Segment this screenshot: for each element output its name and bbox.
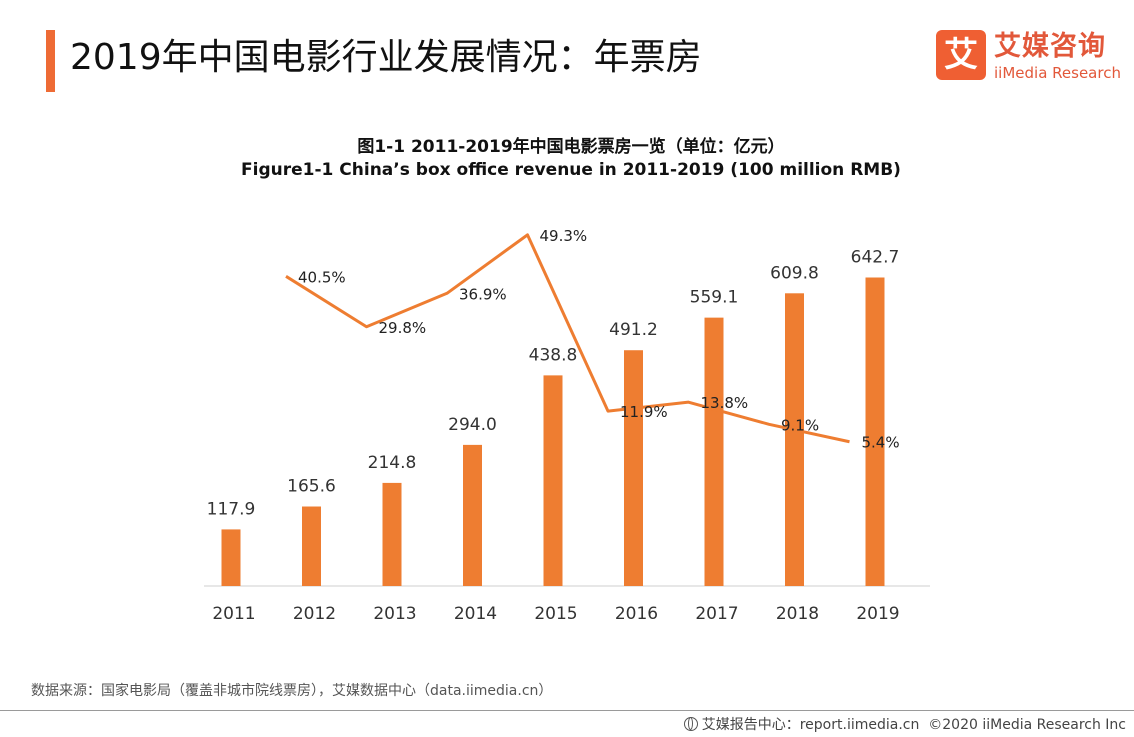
bar-label-2011: 117.9	[207, 499, 256, 519]
chart-title: 图1-1 2011-2019年中国电影票房一览（单位：亿元）	[357, 136, 784, 157]
footer-divider	[0, 710, 1134, 711]
bar-2014	[463, 444, 482, 586]
bar-label-2017: 559.1	[690, 288, 739, 308]
bar-2018	[785, 293, 804, 586]
rate-label-2012: 40.5%	[298, 268, 346, 286]
bar-2013	[382, 482, 402, 586]
data-source-note: 数据来源：国家电影局（覆盖非城市院线票房），艾媒数据中心（data.iimedi…	[31, 683, 553, 699]
bar-label-2016: 491.2	[609, 320, 658, 340]
x-tick-label-2011: 2011	[212, 604, 255, 624]
x-tick-label-2017: 2017	[695, 604, 738, 624]
globe-icon	[683, 717, 698, 731]
x-tick-label-2012: 2012	[293, 604, 336, 624]
x-tick-label-2014: 2014	[454, 604, 497, 624]
x-tick-label-2013: 2013	[373, 604, 416, 624]
footer-credits: 艾媒报告中心：report.iimedia.cn ©2020 iiMedia R…	[683, 714, 1126, 734]
chart-subtitle: Figure1-1 China’s box office revenue in …	[241, 160, 901, 180]
bar-label-2013: 214.8	[368, 453, 417, 473]
bar-label-2015: 438.8	[529, 345, 578, 365]
x-tick-label-2018: 2018	[776, 604, 819, 624]
rate-label-2014: 36.9%	[459, 285, 507, 303]
brand-logo: 艾 艾媒咨询 iiMedia Research	[936, 30, 1121, 90]
x-tick-label-2019: 2019	[856, 604, 899, 624]
report-center-link[interactable]: 艾媒报告中心：report.iimedia.cn	[701, 717, 920, 733]
bar-2011	[221, 529, 241, 586]
growth-rate-line	[285, 233, 850, 444]
bar-2015	[543, 375, 563, 586]
rate-label-2013: 29.8%	[379, 319, 427, 337]
bar-2016	[624, 350, 643, 586]
box-office-chart: 图1-1 2011-2019年中国电影票房一览（单位：亿元） Figure1-1…	[204, 136, 930, 624]
bar-label-2012: 165.6	[287, 477, 336, 497]
copyright-text: ©2020 iiMedia Research Inc	[928, 717, 1126, 733]
x-tick-label-2015: 2015	[534, 604, 577, 624]
bar-2012	[302, 506, 321, 586]
bar-label-2014: 294.0	[448, 415, 497, 435]
title-accent-bar	[46, 30, 55, 92]
bar-2017	[704, 317, 724, 586]
rate-label-2015: 49.3%	[540, 227, 588, 245]
logo-name-cn: 艾媒咨询	[994, 31, 1106, 62]
page-title: 2019年中国电影行业发展情况：年票房	[70, 37, 702, 78]
rate-label-2018: 9.1%	[781, 416, 819, 434]
bar-label-2018: 609.8	[770, 263, 819, 283]
logo-name-en: iiMedia Research	[994, 64, 1121, 82]
bar-2019	[865, 277, 885, 586]
rate-label-2019: 5.4%	[862, 434, 900, 452]
logo-mark-icon: 艾	[936, 30, 986, 80]
bar-label-2019: 642.7	[851, 248, 900, 268]
x-tick-label-2016: 2016	[615, 604, 658, 624]
rate-label-2016: 11.9%	[620, 403, 668, 421]
rate-label-2017: 13.8%	[701, 394, 749, 412]
